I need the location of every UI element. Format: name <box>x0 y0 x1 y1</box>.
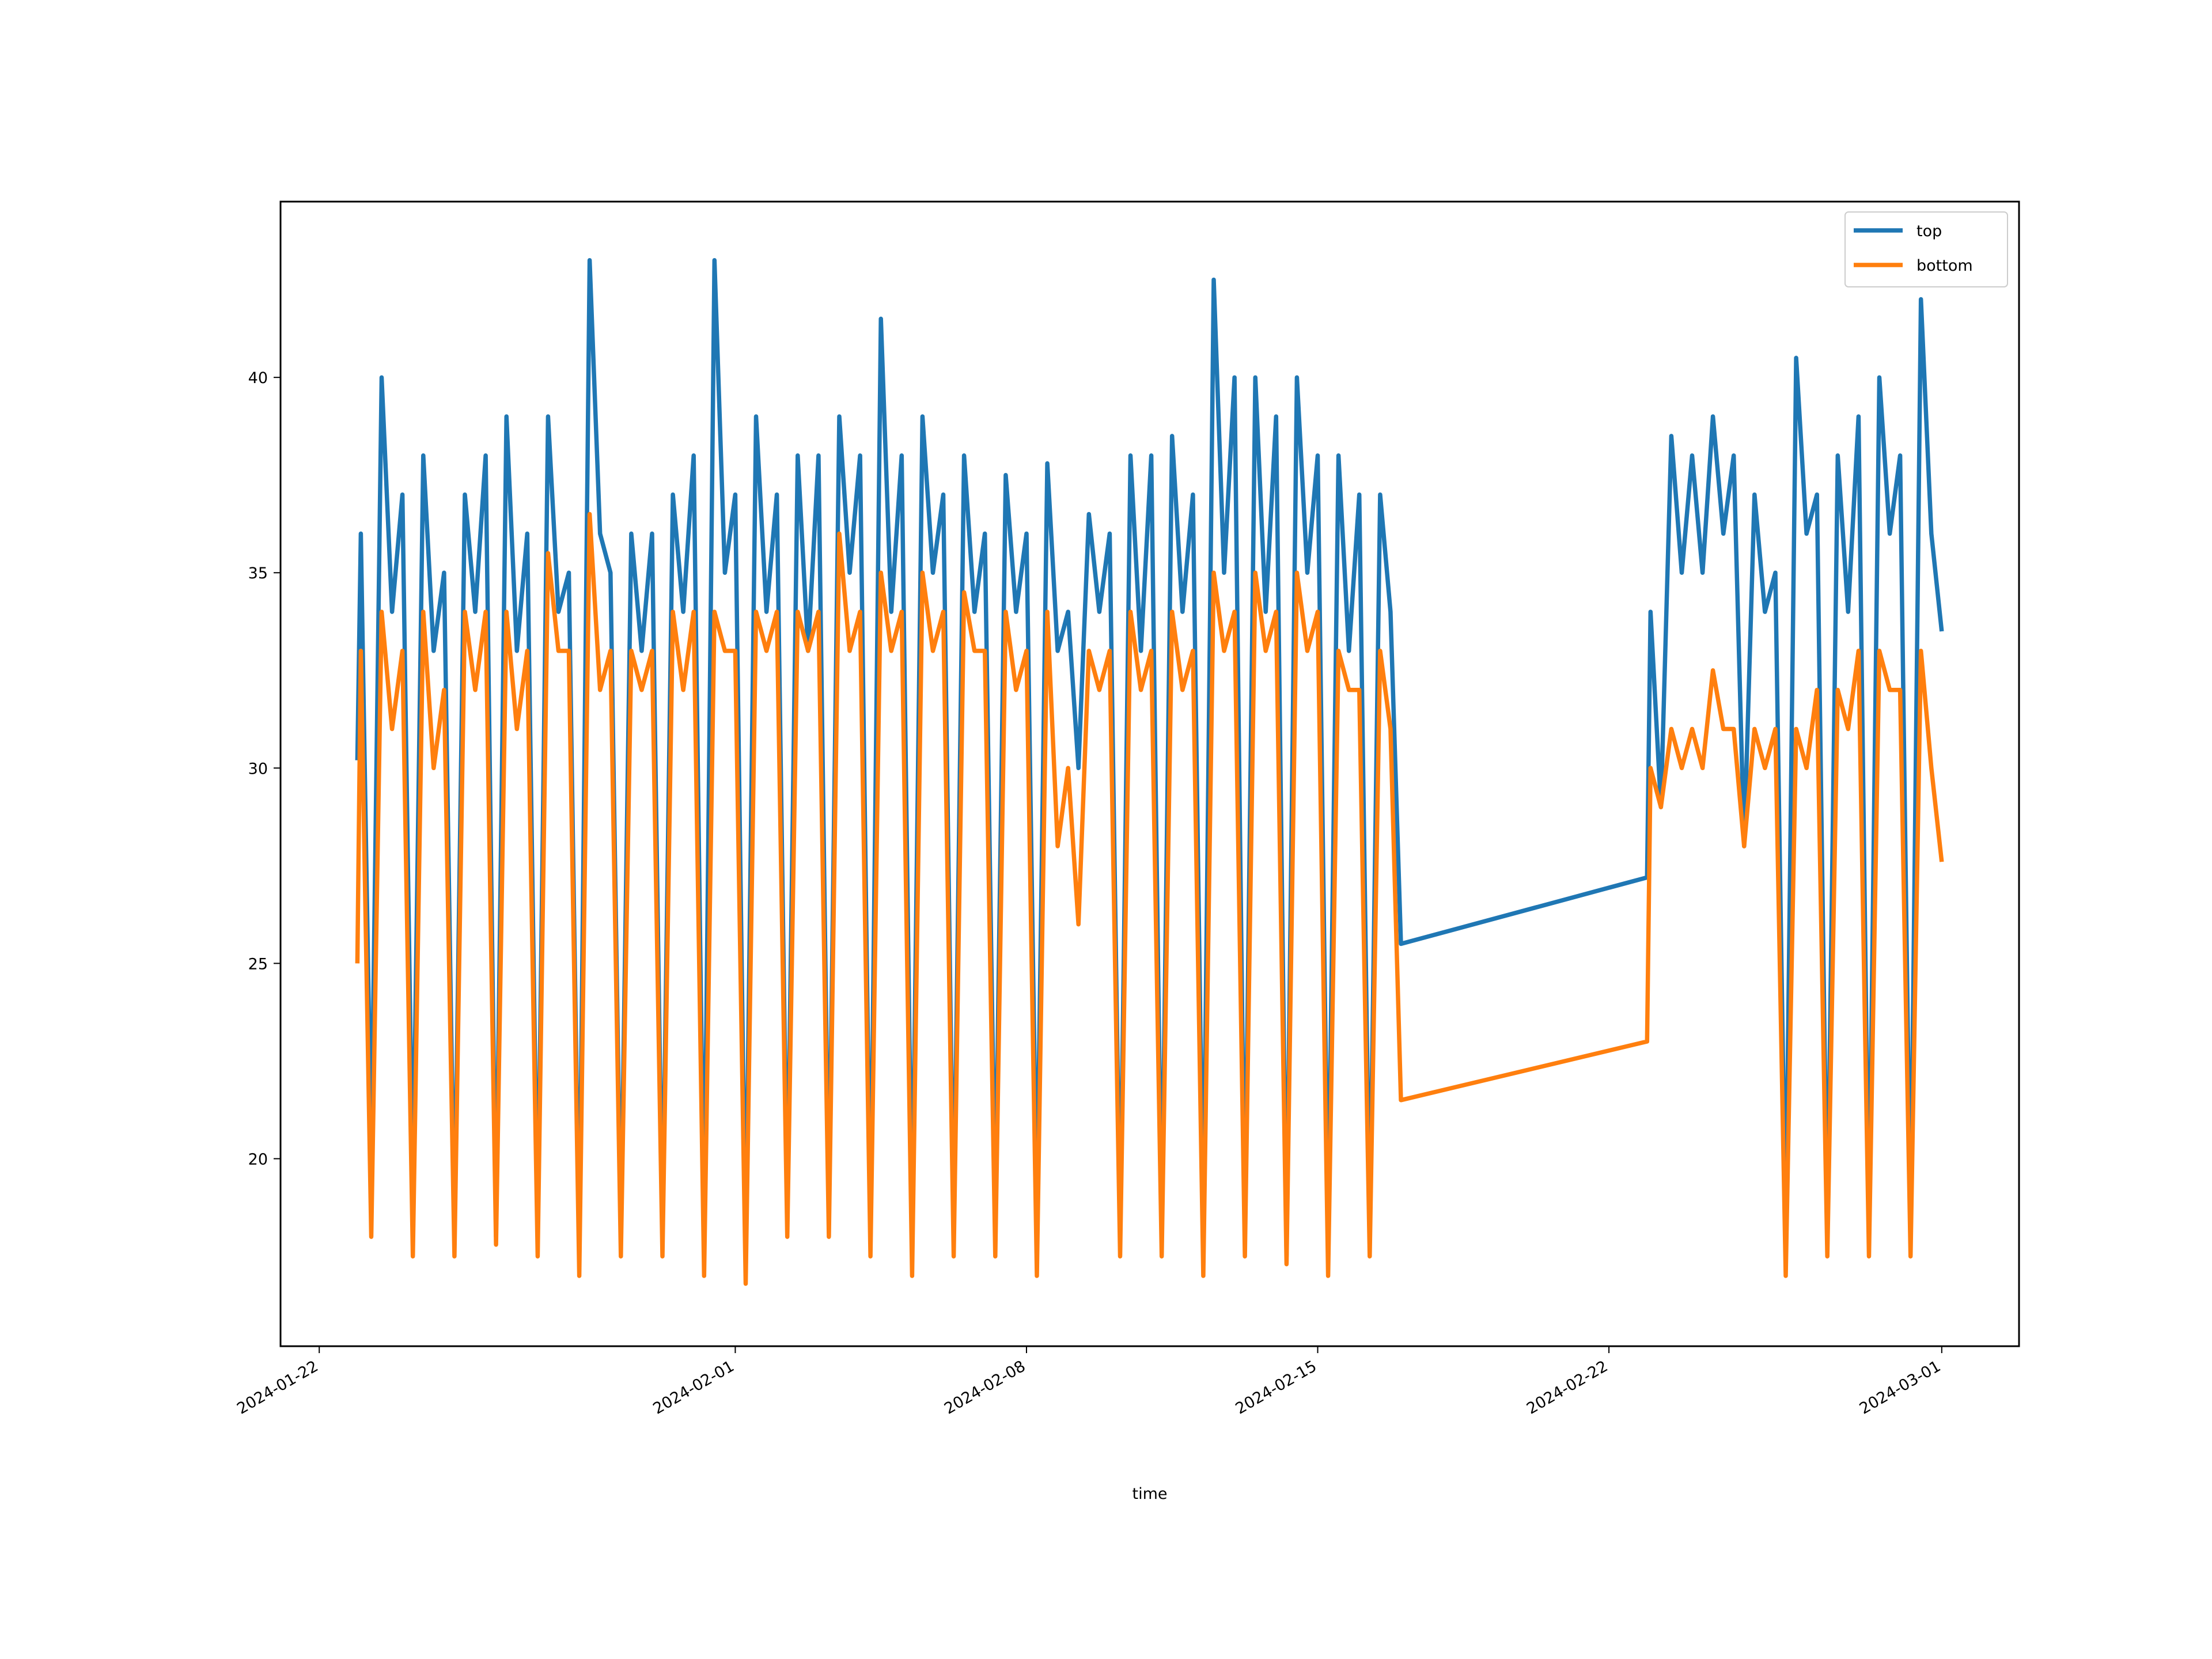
plot-frame <box>279 200 2020 1347</box>
x-tick-label: 2024-01-22 <box>234 1357 321 1418</box>
y-tick-label: 20 <box>248 1150 268 1168</box>
x-tick-label: 2024-02-22 <box>1524 1357 1611 1418</box>
y-tick-label: 25 <box>248 955 268 973</box>
x-tick-label: 2024-02-15 <box>1233 1357 1320 1418</box>
legend-label: bottom <box>1916 257 1973 275</box>
y-tick-label: 40 <box>248 369 268 387</box>
x-tick-label: 2024-02-01 <box>650 1357 737 1418</box>
legend-label: top <box>1916 222 1942 240</box>
series-line <box>355 512 1944 1286</box>
x-tick-label: 2024-03-01 <box>1857 1357 1944 1418</box>
legend: top bottom <box>1844 211 2008 287</box>
x-tick-label: 2024-02-08 <box>941 1357 1028 1418</box>
y-tick-label: 35 <box>248 565 268 582</box>
x-axis-label: time <box>1132 1485 1167 1503</box>
y-tick-label: 30 <box>248 760 268 778</box>
